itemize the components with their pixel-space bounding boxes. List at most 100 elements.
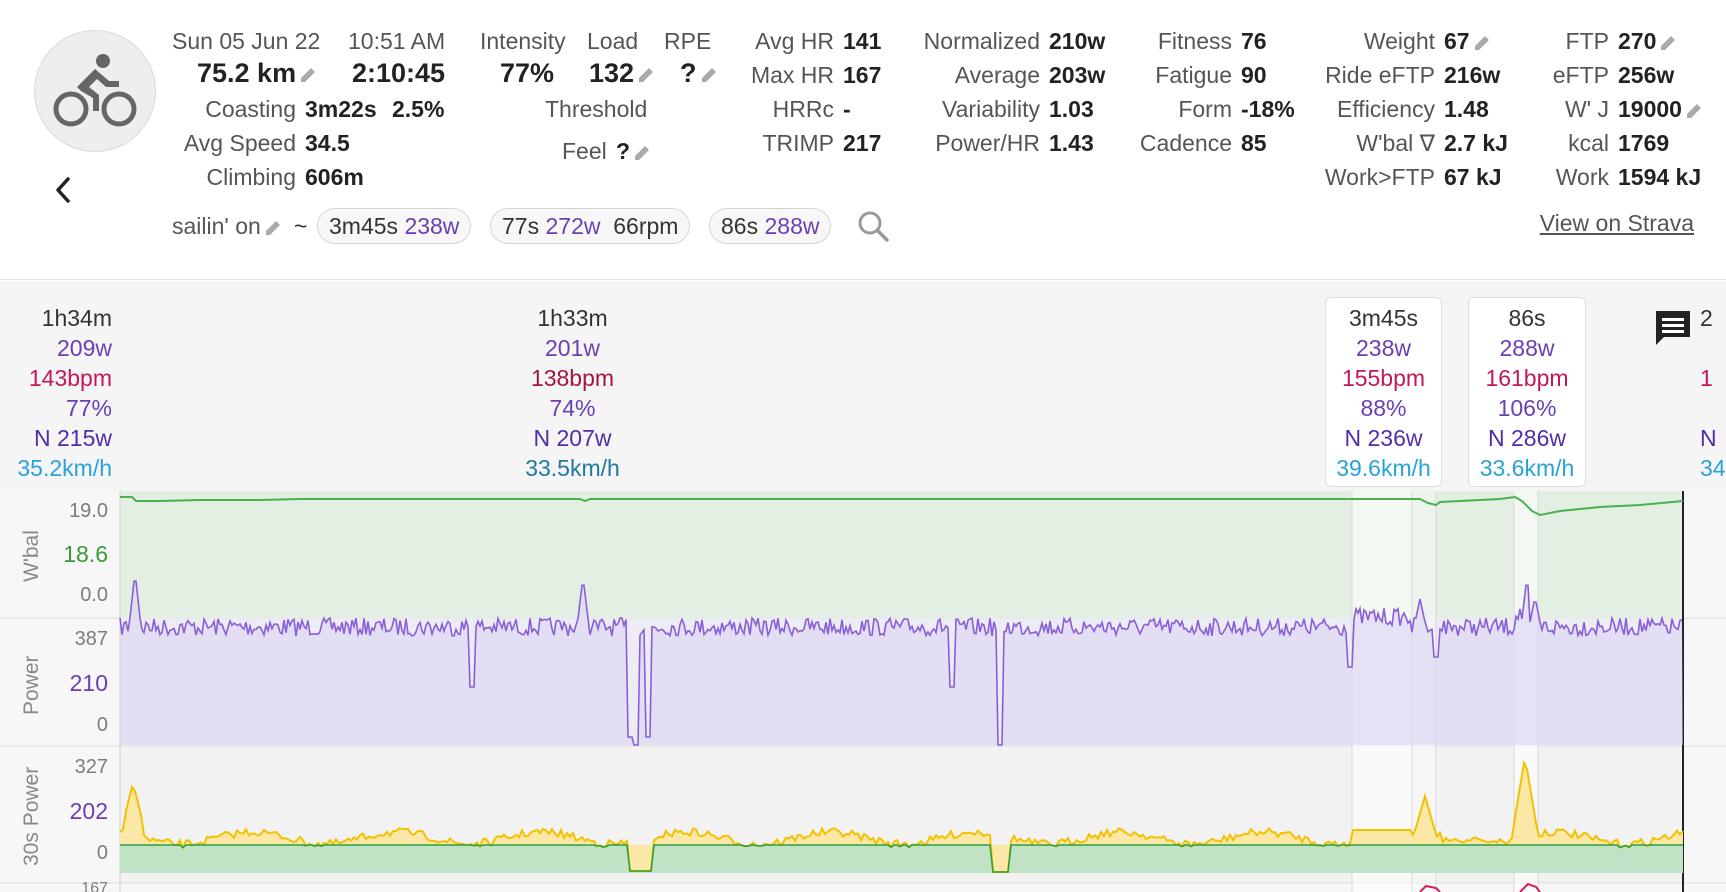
feel-label: Feel — [562, 138, 607, 164]
pencil-icon[interactable] — [264, 219, 282, 237]
ftp-value[interactable]: 270 — [1618, 26, 1677, 56]
hr-peek-line — [1419, 882, 1541, 892]
back-chevron-icon[interactable] — [48, 172, 78, 208]
activity-type-avatar — [34, 30, 156, 152]
ride-eftp: 216w — [1444, 62, 1501, 88]
p30-tick-max: 327 — [74, 756, 108, 778]
interval-duration: 2 — [1700, 305, 1713, 331]
distance-value[interactable]: 75.2 km — [197, 58, 317, 88]
normalized-label: Normalized — [923, 28, 1040, 54]
interval-pill[interactable]: 3m45s 238w — [317, 208, 472, 244]
cycling-icon — [53, 54, 137, 127]
max-hr-label: Max HR — [750, 62, 834, 88]
rpe-label: RPE — [664, 28, 712, 54]
activity-time: 10:51 AM — [348, 28, 446, 54]
variability: 1.03 — [1049, 96, 1094, 122]
eftp-label: eFTP — [1552, 62, 1609, 88]
fitness: 76 — [1241, 28, 1267, 54]
rpe: ? — [680, 58, 697, 88]
pill-power: 238w — [404, 213, 460, 239]
activity-name[interactable]: sailin' on — [172, 211, 282, 241]
interval-np: N 207w — [533, 425, 612, 451]
climbing: 606m — [305, 164, 364, 190]
interval-pct: 74% — [549, 395, 596, 421]
interval-pct: 77% — [65, 395, 112, 421]
interval-np: N — [1700, 425, 1717, 451]
work-label: Work — [1555, 164, 1609, 190]
rpe-value[interactable]: ? — [680, 58, 718, 88]
interval-pill[interactable]: 86s 288w — [709, 208, 832, 244]
power-tick-min: 0 — [96, 714, 108, 736]
pill-power: 288w — [764, 213, 820, 239]
interval-pct — [1700, 393, 1726, 423]
interval-np: N 236w — [1344, 425, 1423, 451]
pencil-icon[interactable] — [1473, 34, 1491, 52]
tilde: ~ — [294, 213, 308, 239]
fitness-label: Fitness — [1157, 28, 1232, 54]
pill-duration: 3m45s — [329, 213, 399, 239]
p30-green-band — [120, 845, 1683, 873]
interval-power — [1700, 333, 1726, 363]
pencil-icon[interactable] — [1659, 34, 1677, 52]
interval-column-partial[interactable]: 2 1 N 34 — [1700, 303, 1726, 483]
avg-hr: 141 — [843, 28, 882, 54]
wbal: 2.7 kJ — [1444, 130, 1508, 156]
efficiency-label: Efficiency — [1336, 96, 1435, 122]
interval-speed: 34 — [1700, 455, 1726, 481]
interval-power: 238w — [1356, 335, 1411, 361]
wbal-tick-min: 0.0 — [80, 584, 108, 606]
interval-column[interactable]: 86s 288w 161bpm 106% N 286w 33.6km/h — [1468, 303, 1586, 483]
avg-speed-label: Avg Speed — [183, 130, 296, 156]
interval-hr: 143bpm — [28, 365, 112, 391]
pencil-icon[interactable] — [1685, 102, 1703, 120]
interval-speed: 35.2km/h — [17, 455, 112, 481]
interval-hr: 1 — [1700, 365, 1713, 391]
activity-charts[interactable] — [0, 491, 1726, 892]
load-value[interactable]: 132 — [589, 58, 655, 88]
activity-header: Sun 05 Jun 22 10:51 AM 75.2 km 2:10:45 C… — [0, 0, 1726, 280]
interval-card-highlight[interactable] — [1468, 297, 1586, 487]
interval-hr: 155bpm — [1341, 365, 1426, 391]
interval-pill[interactable]: 77s 272w 66rpm — [490, 208, 691, 244]
comment-icon[interactable] — [1652, 307, 1694, 349]
intensity-label: Intensity — [480, 28, 566, 54]
load-label: Load — [587, 28, 639, 54]
weight: 67 — [1444, 28, 1470, 54]
interval-power: 201w — [545, 335, 600, 361]
variability-label: Variability — [942, 96, 1040, 122]
pencil-icon[interactable] — [633, 144, 651, 162]
view-on-strava-link[interactable]: View on Strava — [1539, 210, 1694, 236]
interval-pct: 88% — [1360, 395, 1407, 421]
weight-value[interactable]: 67 — [1444, 26, 1491, 56]
wprime: 19000 — [1618, 96, 1682, 122]
pencil-icon[interactable] — [700, 66, 718, 84]
pencil-icon[interactable] — [637, 66, 655, 84]
interval-power: 288w — [1499, 335, 1555, 361]
wbal-tick-max: 19.0 — [69, 500, 108, 522]
pill-cadence: 66rpm — [613, 213, 679, 239]
interval-column[interactable]: 1h33m 201w 138bpm 74% N 207w 33.5km/h — [470, 303, 675, 483]
coasting-label: Coasting — [205, 96, 296, 122]
trimp-label: TRIMP — [762, 130, 834, 156]
coasting-time: 3m22s — [305, 96, 377, 122]
normalized: 210w — [1049, 28, 1106, 54]
form: -18% — [1241, 96, 1295, 122]
interval-pct: 106% — [1497, 395, 1557, 421]
feel-value[interactable]: ? — [616, 136, 651, 166]
efficiency: 1.48 — [1444, 96, 1489, 122]
interval-column[interactable]: 1h34m 209w 143bpm 77% N 215w 35.2km/h — [0, 303, 112, 483]
feel: ? — [616, 138, 631, 164]
eftp: 256w — [1618, 62, 1675, 88]
ride-eftp-label: Ride eFTP — [1325, 62, 1435, 88]
interval-column[interactable]: 3m45s 238w 155bpm 88% N 236w 39.6km/h — [1325, 303, 1442, 483]
search-icon[interactable] — [856, 209, 890, 243]
interval-card-highlight[interactable] — [1325, 297, 1442, 487]
weight-label: Weight — [1363, 28, 1435, 54]
max-hr: 167 — [843, 62, 882, 88]
power-tick-max: 387 — [74, 628, 108, 650]
cadence-label: Cadence — [1139, 130, 1232, 156]
wprime-value[interactable]: 19000 — [1618, 94, 1703, 124]
pencil-icon[interactable] — [299, 66, 317, 84]
wbal-chart-area — [120, 491, 1683, 617]
coasting-pct: 2.5% — [392, 96, 445, 122]
